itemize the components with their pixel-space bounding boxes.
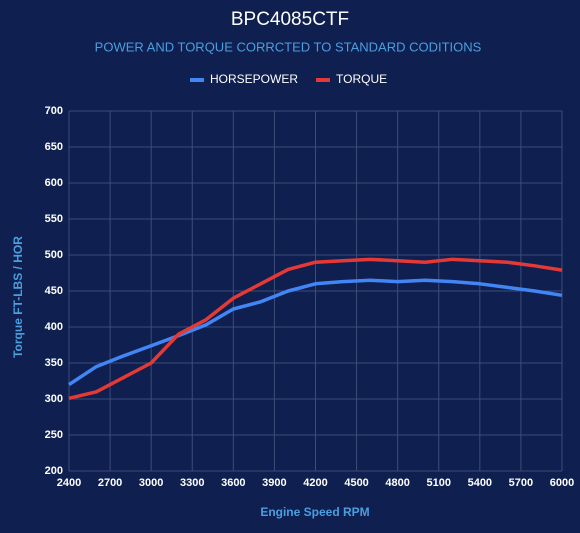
y-tick-label: 450 [45, 285, 63, 297]
x-tick-label: 3000 [139, 477, 163, 489]
y-tick-label: 500 [45, 249, 63, 261]
x-tick-label: 2700 [98, 477, 122, 489]
y-tick-label: 400 [45, 321, 63, 333]
y-tick-label: 300 [45, 393, 63, 405]
legend-label: TORQUE [336, 72, 387, 86]
x-tick-label: 4800 [385, 477, 409, 489]
x-tick-label: 2400 [57, 477, 81, 489]
x-tick-label: 5400 [468, 477, 492, 489]
y-tick-label: 550 [45, 213, 63, 225]
chart-subtitle: POWER AND TORQUE CORRCTED TO STANDARD CO… [95, 39, 482, 54]
x-tick-label: 6000 [550, 477, 574, 489]
x-tick-label: 4500 [344, 477, 368, 489]
y-axis-label: Torque FT-LBS / HOR [11, 236, 25, 358]
line-series [68, 257, 563, 400]
y-tick-label: 250 [45, 429, 63, 441]
x-tick-label: 3600 [221, 477, 245, 489]
y-tick-label: 700 [45, 105, 63, 117]
x-tick-label: 3300 [180, 477, 204, 489]
x-axis-label: Engine Speed RPM [260, 505, 369, 519]
x-tick-label: 5100 [427, 477, 451, 489]
y-tick-label: 200 [45, 465, 63, 477]
x-tick-label: 3900 [262, 477, 286, 489]
chart-title: BPC4085CTF [231, 9, 349, 30]
y-tick-label: 650 [45, 141, 63, 153]
x-tick-label: 5700 [509, 477, 533, 489]
x-tick-label: 4200 [303, 477, 327, 489]
y-tick-label: 600 [45, 177, 63, 189]
line-series [68, 278, 563, 387]
y-tick-label: 350 [45, 357, 63, 369]
legend-label: HORSEPOWER [210, 72, 298, 86]
